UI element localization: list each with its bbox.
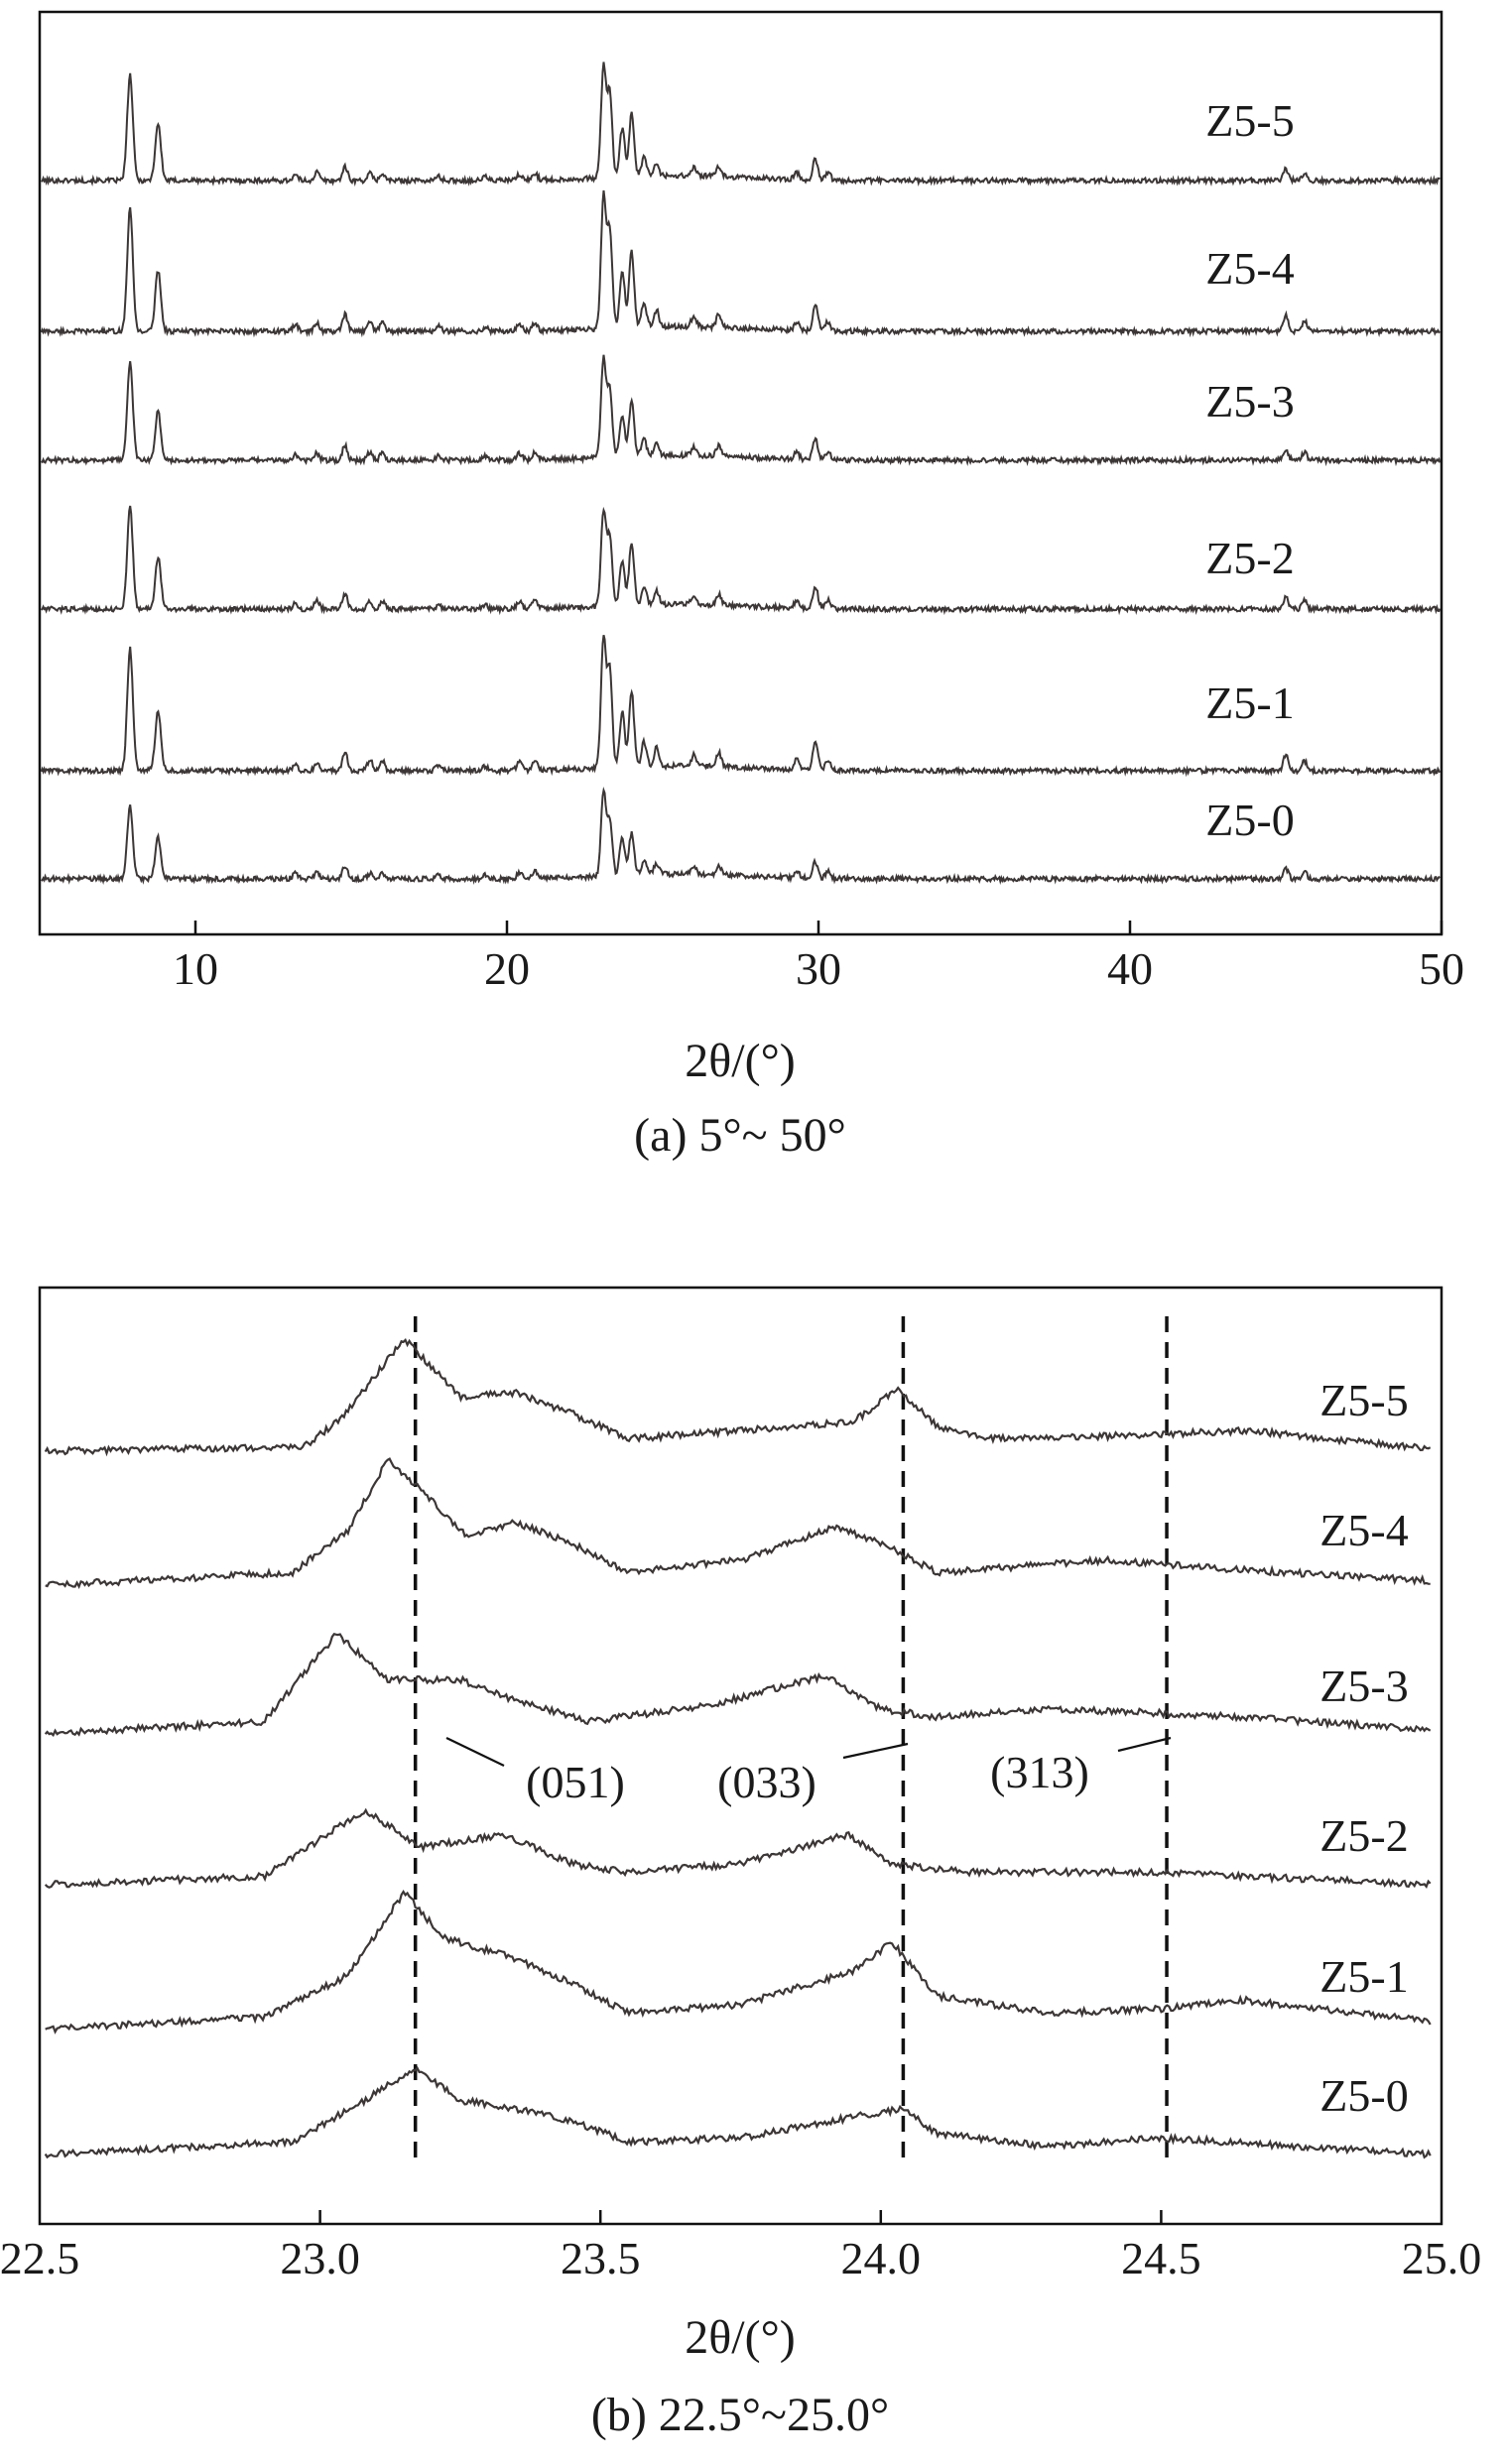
series-label: Z5-0 (1205, 795, 1294, 845)
x-tick-label: 23.0 (280, 2233, 360, 2283)
annotation-label: (051) (526, 1757, 625, 1807)
series-label: Z5-4 (1319, 1505, 1408, 1555)
trace-z5-5 (40, 62, 1441, 187)
series-label: Z5-3 (1319, 1661, 1408, 1711)
trace-z5-2 (40, 505, 1442, 616)
series-label: Z5-3 (1205, 376, 1294, 427)
panel-b-chart: 22.5 23.0 23.5 24.0 24.5 25.0 Z5-5Z5-4Z5-3Z5-… (0, 1286, 1481, 2441)
x-tick-label: 25.0 (1402, 2233, 1482, 2283)
trace-z5-0 (41, 786, 1441, 886)
series-label: Z5-5 (1205, 95, 1294, 146)
series-label: Z5-4 (1205, 243, 1294, 294)
x-tick-label: 24.5 (1121, 2233, 1201, 2283)
trace-z5-1 (45, 1890, 1432, 2034)
annotation-label: (313) (990, 1747, 1089, 1797)
panel-a-plot-frame (38, 10, 1443, 936)
annotation-leader (445, 1737, 505, 1767)
panel-b-annotations: (051) (033) (313) (445, 1736, 1172, 1807)
x-tick-label: 30 (796, 943, 841, 994)
trace-z5-2 (44, 1807, 1432, 1889)
panel-a-traces (40, 62, 1442, 886)
panel-b-plot-frame (38, 1286, 1443, 2226)
x-tick-label: 20 (484, 943, 530, 994)
series-label: Z5-0 (1319, 2070, 1408, 2121)
annotation-label: (033) (717, 1757, 816, 1807)
x-tick-label: 24.0 (841, 2233, 922, 2283)
x-tick-label: 50 (1419, 943, 1464, 994)
trace-z5-1 (40, 634, 1442, 778)
panel-b-series-labels: Z5-5 Z5-4 Z5-3 Z5-2 Z5-1 Z5-0 (1319, 1375, 1408, 2121)
panel-a-series-labels: Z5-5 Z5-4 Z5-3 Z5-2 Z5-1 Z5-0 (1205, 95, 1294, 845)
series-label: Z5-2 (1205, 533, 1294, 583)
series-label: Z5-2 (1319, 1810, 1408, 1861)
panel-a-chart: 10 20 30 40 50 Z5-5 Z5-4 Z5-3 Z5-2 Z5-1 Z5-0 2θ/(… (38, 10, 1464, 1162)
trace-z5-3 (41, 354, 1442, 467)
x-tick-label: 10 (173, 943, 218, 994)
panel-a-caption: (a) 5°~ 50° (634, 1109, 846, 1162)
x-tick-label: 22.5 (0, 2233, 79, 2283)
panel-b-x-ticks: 22.5 23.0 23.5 24.0 24.5 25.0 (0, 2210, 1481, 2283)
panel-b-traces (44, 1337, 1432, 2159)
trace-z5-0 (44, 2066, 1432, 2159)
panel-b-caption: (b) 22.5°~25.0° (591, 2389, 889, 2441)
trace-z5-4 (40, 189, 1441, 338)
panel-a-x-axis-label: 2θ/(°) (685, 1035, 796, 1087)
panel-b-reference-lines (413, 1316, 1169, 2164)
x-tick-label: 40 (1107, 943, 1153, 994)
x-tick-label: 23.5 (561, 2233, 641, 2283)
panel-a-x-ticks: 10 20 30 40 50 (173, 921, 1464, 994)
annotation-leader (1117, 1736, 1172, 1753)
series-label: Z5-1 (1319, 1951, 1408, 2002)
series-label: Z5-1 (1205, 678, 1294, 728)
series-label: Z5-5 (1319, 1375, 1408, 1425)
trace-z5-5 (44, 1337, 1432, 1457)
trace-z5-3 (44, 1633, 1432, 1738)
trace-z5-4 (45, 1457, 1431, 1590)
annotation-leader (842, 1742, 909, 1760)
panel-b-x-axis-label: 2θ/(°) (685, 2311, 796, 2364)
